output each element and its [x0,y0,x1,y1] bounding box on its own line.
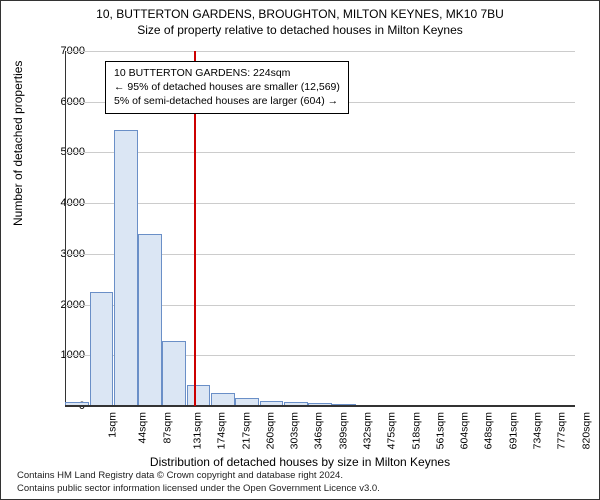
grid-line [65,51,575,52]
x-tick-label: 432sqm [361,412,373,449]
annotation-line1: 10 BUTTERTON GARDENS: 224sqm [114,66,340,80]
histogram-bar [162,341,186,406]
x-tick-label: 777sqm [556,412,568,449]
x-tick-label: 260sqm [264,412,276,449]
footer-line2: Contains public sector information licen… [17,483,380,495]
grid-line [65,406,575,407]
chart-title-line1: 10, BUTTERTON GARDENS, BROUGHTON, MILTON… [1,7,599,21]
x-tick-label: 734sqm [531,412,543,449]
x-tick-label: 561sqm [434,412,446,449]
histogram-bar [114,130,138,406]
annotation-line2: ← 95% of detached houses are smaller (12… [114,80,340,94]
x-tick-label: 475sqm [386,412,398,449]
x-tick-label: 820sqm [580,412,592,449]
x-tick-label: 518sqm [410,412,422,449]
chart-plot-area: 10 BUTTERTON GARDENS: 224sqm ← 95% of de… [65,51,575,406]
footer-line1: Contains HM Land Registry data © Crown c… [17,470,380,482]
x-tick-label: 389sqm [337,412,349,449]
x-axis-label: Distribution of detached houses by size … [1,455,599,469]
y-axis-label: Number of detached properties [11,61,25,226]
x-tick-label: 87sqm [161,412,173,444]
grid-line [65,152,575,153]
x-tick-label: 131sqm [191,412,203,449]
x-tick-label: 217sqm [240,412,252,449]
annotation-line3: 5% of semi-detached houses are larger (6… [114,94,340,108]
x-axis-line [65,405,575,406]
histogram-bar [187,385,211,406]
x-tick-label: 44sqm [137,412,149,444]
grid-line [65,203,575,204]
x-tick-label: 648sqm [483,412,495,449]
x-tick-label: 346sqm [313,412,325,449]
x-tick-label: 303sqm [289,412,301,449]
annotation-box: 10 BUTTERTON GARDENS: 224sqm ← 95% of de… [105,61,349,114]
footer: Contains HM Land Registry data © Crown c… [17,470,380,495]
chart-title-line2: Size of property relative to detached ho… [1,23,599,37]
histogram-bar [138,234,162,406]
plot: 10 BUTTERTON GARDENS: 224sqm ← 95% of de… [65,51,575,406]
x-tick-label: 691sqm [507,412,519,449]
x-tick-label: 604sqm [459,412,471,449]
chart-title-block: 10, BUTTERTON GARDENS, BROUGHTON, MILTON… [1,1,599,37]
y-axis-line [65,51,66,406]
page-root: 10, BUTTERTON GARDENS, BROUGHTON, MILTON… [0,0,600,500]
x-tick-label: 1sqm [107,412,119,438]
x-tick-label: 174sqm [216,412,228,449]
histogram-bar [90,292,114,406]
